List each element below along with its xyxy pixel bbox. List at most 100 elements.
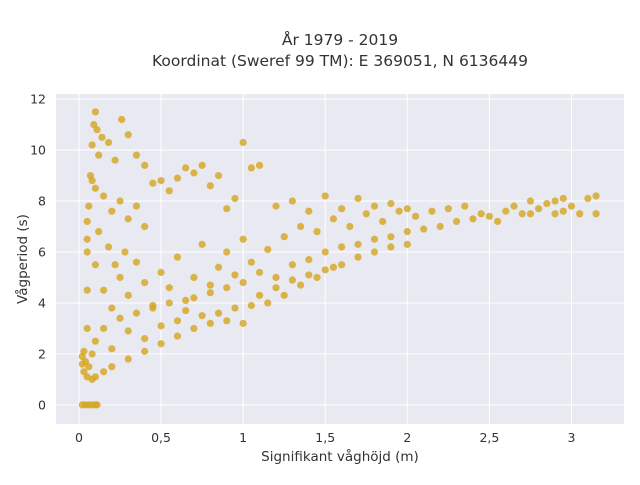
x-axis-label: Signifikant våghöjd (m)	[261, 448, 419, 465]
scatter-point	[141, 278, 149, 287]
scatter-point	[592, 192, 600, 200]
scatter-point	[141, 222, 149, 231]
scatter-point	[576, 210, 584, 218]
scatter-point	[559, 207, 567, 215]
scatter-point	[288, 197, 296, 205]
y-tick-label: 6	[38, 244, 46, 259]
scatter-point	[354, 253, 362, 261]
scatter-point	[223, 248, 231, 256]
scatter-point	[239, 138, 247, 147]
scatter-point	[346, 222, 354, 231]
scatter-point	[313, 273, 321, 282]
scatter-point	[121, 248, 129, 256]
scatter-point	[551, 210, 559, 218]
scatter-point	[91, 108, 99, 116]
scatter-point	[173, 332, 182, 340]
scatter-point	[83, 248, 91, 256]
scatter-point	[436, 222, 444, 231]
scatter-point	[297, 222, 305, 231]
scatter-point	[485, 212, 493, 220]
scatter-point	[100, 368, 108, 376]
scatter-point	[403, 205, 411, 213]
scatter-point	[247, 301, 255, 310]
scatter-point	[88, 177, 96, 185]
x-tick-label: 0	[75, 430, 83, 445]
y-tick-labels: 0 2 4 6 8 10 12	[30, 92, 46, 413]
scatter-point	[231, 304, 239, 312]
scatter-point	[141, 335, 149, 343]
scatter-point	[104, 138, 113, 147]
scatter-point	[477, 210, 485, 218]
scatter-point	[354, 194, 362, 203]
scatter-point	[80, 368, 88, 376]
scatter-point	[231, 271, 239, 279]
scatter-point	[518, 210, 526, 218]
scatter-point	[95, 228, 103, 236]
scatter-point	[206, 289, 214, 297]
chart-title-line-2: Koordinat (Sweref 99 TM): E 369051, N 61…	[152, 52, 528, 70]
scatter-point	[321, 248, 329, 256]
scatter-point	[132, 202, 141, 210]
scatter-point	[88, 141, 96, 149]
scatter-point	[305, 256, 313, 264]
y-tick-label: 0	[38, 397, 46, 412]
y-tick-label: 4	[38, 295, 46, 310]
scatter-point	[124, 131, 132, 139]
scatter-point	[214, 171, 223, 180]
scatter-point	[206, 281, 214, 289]
plot-background	[56, 94, 624, 424]
scatter-point	[165, 187, 173, 195]
x-tick-label: 1,5	[315, 430, 335, 445]
scatter-point	[297, 281, 305, 289]
scatter-point	[124, 215, 132, 223]
scatter-point	[165, 299, 173, 307]
scatter-point	[239, 235, 247, 243]
y-tick-label: 10	[30, 143, 46, 158]
scatter-point	[321, 192, 329, 200]
scatter-point	[157, 322, 165, 330]
scatter-point	[247, 164, 255, 172]
scatter-point	[370, 202, 379, 210]
scatter-point	[198, 161, 206, 169]
scatter-point	[190, 273, 198, 282]
scatter-point	[83, 235, 91, 243]
scatter-point	[88, 350, 96, 358]
scatter-point	[231, 194, 239, 203]
scatter-point	[469, 215, 477, 223]
scatter-point	[329, 215, 338, 223]
scatter-point	[239, 319, 247, 327]
scatter-point	[157, 177, 165, 185]
data-points	[78, 108, 600, 409]
scatter-point	[124, 355, 132, 363]
scatter-point	[165, 284, 173, 292]
scatter-point	[280, 233, 288, 241]
scatter-point	[93, 401, 101, 409]
scatter-point	[510, 202, 518, 210]
scatter-point	[264, 245, 272, 254]
scatter-point	[100, 192, 108, 200]
scatter-point	[370, 235, 379, 243]
scatter-point	[81, 357, 90, 366]
scatter-point	[100, 286, 108, 294]
scatter-point	[190, 294, 198, 302]
scatter-point	[272, 284, 280, 292]
scatter-point	[132, 151, 141, 159]
scatter-point	[98, 133, 106, 141]
scatter-point	[502, 207, 510, 215]
scatter-point	[567, 202, 576, 210]
scatter-point	[338, 243, 346, 251]
scatter-point	[305, 207, 313, 215]
scatter-point	[288, 276, 296, 284]
scatter-point	[255, 291, 264, 299]
scatter-point	[173, 174, 182, 182]
scatter-point	[452, 217, 461, 226]
x-tick-label: 3	[567, 430, 575, 445]
scatter-point	[280, 291, 288, 299]
scatter-point	[551, 197, 559, 205]
scatter-point	[116, 273, 124, 282]
scatter-point	[420, 225, 428, 233]
scatter-point	[387, 243, 395, 251]
scatter-point	[157, 268, 165, 276]
